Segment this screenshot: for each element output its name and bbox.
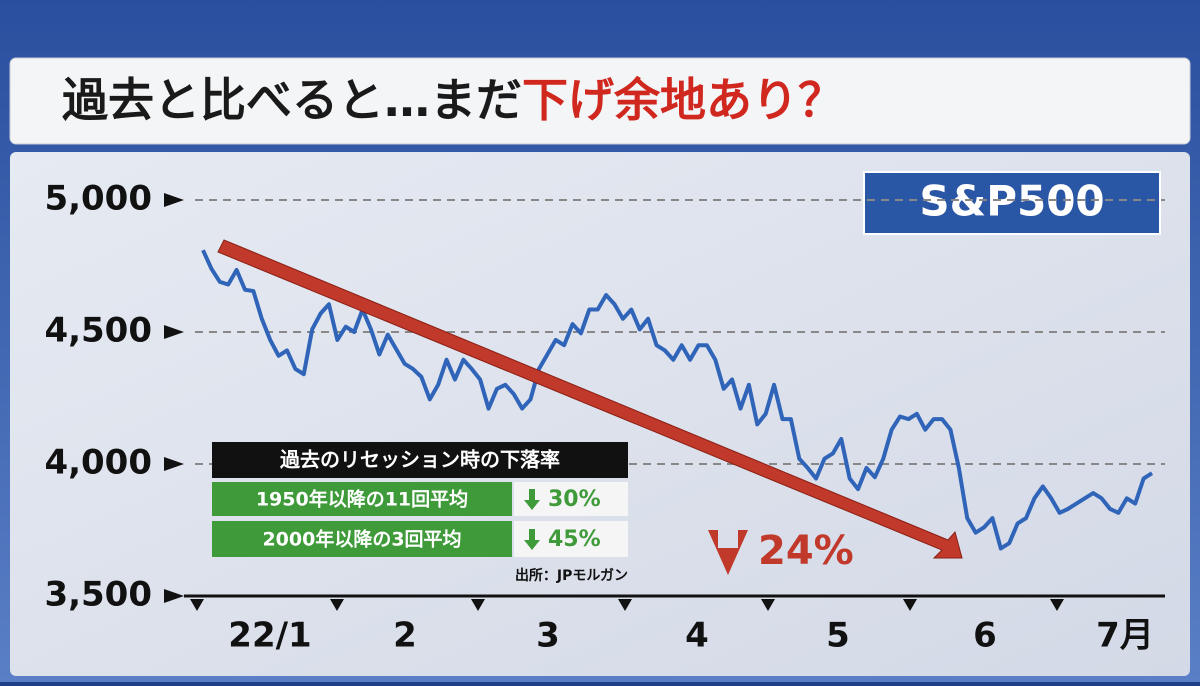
row-label-bg	[212, 521, 512, 557]
source: 出所：JPモルガン	[515, 567, 628, 584]
row-arrow	[524, 489, 540, 510]
x-tick-marker	[618, 599, 632, 611]
y-tick-label: 4,500	[44, 311, 152, 351]
row-label: 2000年以降の3回平均	[262, 528, 461, 551]
x-tick-marker	[903, 599, 917, 611]
row-label-bg	[212, 482, 512, 516]
x-tick-label: 3	[536, 616, 560, 656]
title-bar	[9, 57, 1191, 145]
x-tick-marker	[471, 599, 485, 611]
down-arrow	[708, 530, 748, 575]
title: 過去と比べると…まだ下げ余地あり？	[62, 73, 844, 127]
x-tick-label: 22/1	[228, 616, 311, 656]
x-tick-marker	[761, 599, 775, 611]
table: 過去のリセッション時の下落率 1950年以降の11回平均 2000年以降の3回平…	[212, 442, 628, 584]
x-tick-marker	[190, 599, 204, 611]
row-value: 45%	[548, 527, 601, 552]
y-tick-marker	[164, 457, 184, 471]
table-header-bg	[212, 442, 628, 478]
row-value: 30%	[548, 487, 601, 512]
row-arrow	[524, 529, 540, 550]
x-tick-marker	[330, 599, 344, 611]
y-tick-marker	[164, 193, 184, 207]
y-tick-label: 3,500	[44, 575, 152, 615]
y-tick-marker	[164, 589, 184, 603]
y-tick-label: 4,000	[44, 443, 152, 483]
line	[201, 249, 1154, 551]
badge	[863, 171, 1161, 235]
y-tick-marker	[164, 325, 184, 339]
x-tick-label: 2	[393, 616, 417, 656]
title-main: 過去と比べると…まだ	[62, 73, 522, 127]
trend-arrow	[217, 239, 963, 559]
x-tick-marker	[1050, 599, 1064, 611]
title-highlight: 下げ余地あり？	[522, 73, 844, 127]
x-tick-label: 7月	[1096, 616, 1154, 656]
y-tick-label: 5,000	[44, 179, 152, 219]
row-label: 1950年以降の11回平均	[256, 488, 468, 511]
x-tick-label: 5	[826, 616, 850, 656]
x-tick-label: 6	[973, 616, 997, 656]
table-header: 過去のリセッション時の下落率	[280, 448, 560, 472]
annotation: 24%	[758, 528, 854, 574]
x-tick-label: 4	[685, 616, 709, 656]
